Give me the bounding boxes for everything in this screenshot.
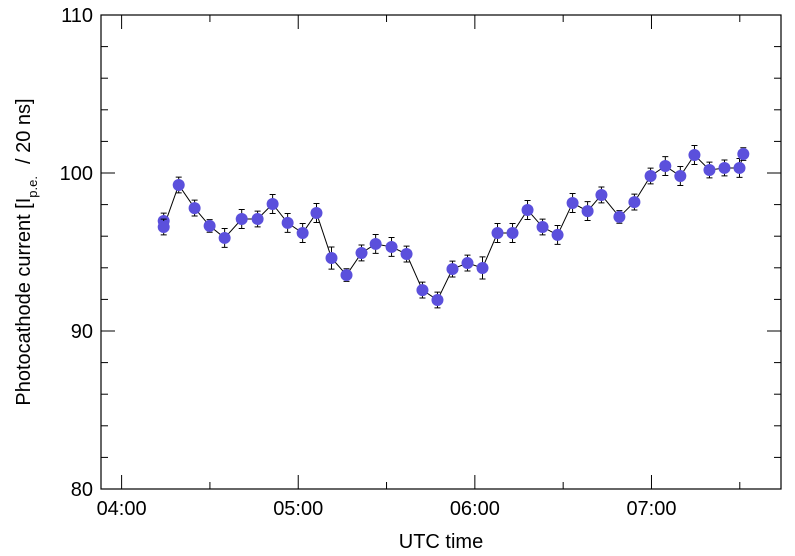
data-point <box>461 257 474 270</box>
y-tick-label: 90 <box>71 321 93 343</box>
data-point <box>674 170 687 183</box>
data-point <box>718 161 731 174</box>
data-point <box>737 148 750 161</box>
plot-frame <box>100 14 782 490</box>
y-tick-label: 110 <box>61 5 93 27</box>
x-tick-label: 05:00 <box>273 498 323 520</box>
data-point <box>446 263 459 276</box>
data-point <box>385 240 398 253</box>
data-point <box>400 248 413 261</box>
data-point <box>157 221 170 234</box>
data-point <box>369 237 382 250</box>
x-tick-label: 07:00 <box>626 498 676 520</box>
data-point <box>218 231 231 244</box>
y-axis-label-end: / 20 ns] <box>13 98 35 164</box>
y-axis-label-sub: p.e. <box>25 176 40 198</box>
data-point <box>172 179 185 192</box>
data-point <box>733 161 746 174</box>
data-point <box>581 205 594 218</box>
data-point <box>688 148 701 161</box>
data-point <box>235 212 248 225</box>
data-point <box>310 206 323 219</box>
data-point <box>476 261 489 274</box>
data-point <box>340 269 353 282</box>
data-point <box>281 216 294 229</box>
x-tick-label: 06:00 <box>450 498 500 520</box>
data-point <box>521 203 534 216</box>
data-point <box>703 163 716 176</box>
x-tick-label: 04:00 <box>97 498 147 520</box>
data-point <box>644 170 657 183</box>
data-point <box>325 252 338 265</box>
data-point <box>536 221 549 234</box>
data-point <box>659 160 672 173</box>
data-point <box>506 227 519 240</box>
y-axis-label: Photocathode current [Ip.e. / 20 ns] <box>13 98 40 405</box>
data-point <box>188 202 201 215</box>
y-axis-label-main: Photocathode current [I <box>13 198 35 406</box>
data-point <box>251 212 264 225</box>
y-tick-label: 100 <box>60 163 93 185</box>
data-point <box>566 197 579 210</box>
data-point <box>491 227 504 240</box>
data-point <box>203 219 216 232</box>
x-axis-label: UTC time <box>399 531 483 553</box>
data-point <box>595 188 608 201</box>
data-point <box>355 246 368 259</box>
data-point <box>551 228 564 241</box>
data-point <box>628 196 641 209</box>
data-point <box>431 294 444 307</box>
y-tick-label: 80 <box>71 479 93 501</box>
data-point <box>416 284 429 297</box>
data-point <box>296 227 309 240</box>
data-point <box>613 210 626 223</box>
data-point <box>266 197 279 210</box>
